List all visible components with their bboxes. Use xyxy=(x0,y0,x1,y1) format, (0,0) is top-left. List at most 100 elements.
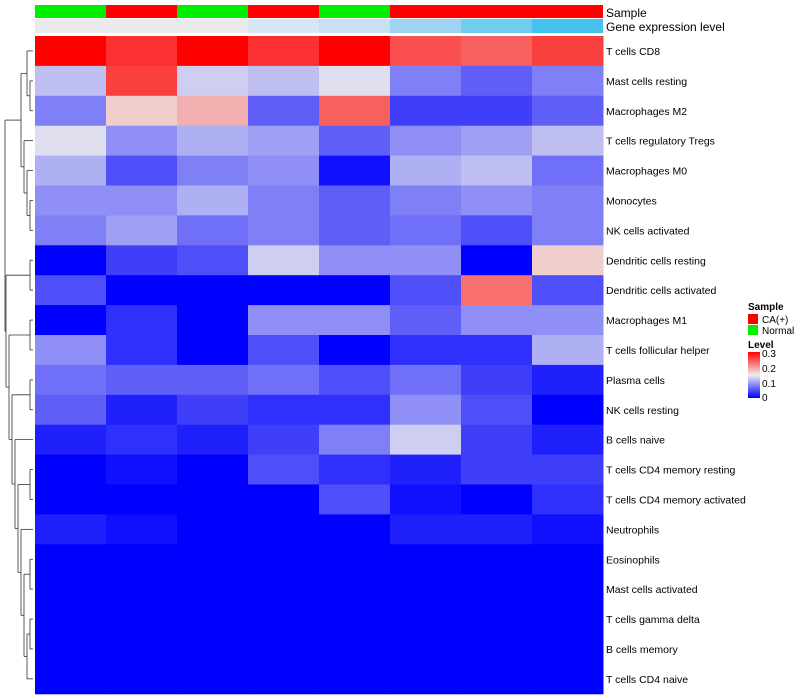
heatmap-cell-r2-c3 xyxy=(248,95,320,127)
heatmap-cell-r7-c5 xyxy=(390,245,462,276)
heatmap-cell-r6-c3 xyxy=(248,215,320,246)
heatmap-cell-r1-c1 xyxy=(106,65,178,97)
heatmap-cell-r19-c4 xyxy=(319,604,391,635)
heatmap-cell-r15-c3 xyxy=(248,484,320,515)
heatmap-cell-r8-c3 xyxy=(248,275,320,306)
heatmap-cell-r10-c0 xyxy=(35,335,107,366)
heatmap-cell-r2-c0 xyxy=(35,95,107,127)
heatmap-cell-r14-c5 xyxy=(390,454,462,485)
heatmap-cell-r14-c1 xyxy=(106,454,178,485)
heatmap-cell-r11-c1 xyxy=(106,364,178,396)
heatmap-cell-r17-c1 xyxy=(106,544,178,575)
heatmap-cell-r18-c1 xyxy=(106,574,178,605)
heatmap-cell-r9-c3 xyxy=(248,305,320,336)
legend-tick-1: 0.2 xyxy=(762,364,776,375)
heatmap-cell-r13-c3 xyxy=(248,424,320,456)
sample-anno-cell-7 xyxy=(532,5,603,18)
row-label-14: T cells CD4 memory resting xyxy=(606,465,735,477)
heatmap-cell-r8-c5 xyxy=(390,275,462,306)
heatmap-cell-r3-c1 xyxy=(106,125,178,157)
heatmap-cell-r4-c0 xyxy=(35,155,107,186)
heatmap-cell-r11-c5 xyxy=(390,364,462,396)
heatmap-cell-r9-c0 xyxy=(35,305,107,336)
heatmap-cell-r6-c0 xyxy=(35,215,107,246)
heatmap-cell-r9-c7 xyxy=(532,305,604,336)
heatmap-cell-r10-c6 xyxy=(461,335,533,366)
heatmap-cell-r18-c4 xyxy=(319,574,391,605)
heatmap-cell-r5-c5 xyxy=(390,185,462,216)
expr-anno-cell-3 xyxy=(248,19,319,33)
heatmap-cell-r6-c5 xyxy=(390,215,462,246)
heatmap-cell-r5-c6 xyxy=(461,185,533,216)
heatmap-cell-r6-c7 xyxy=(532,215,604,246)
sample-anno-cell-3 xyxy=(248,5,319,18)
heatmap-cell-r17-c0 xyxy=(35,544,107,575)
heatmap-cell-r18-c5 xyxy=(390,574,462,605)
heatmap-cell-r0-c2 xyxy=(177,36,249,67)
heatmap-cell-r5-c7 xyxy=(532,185,604,216)
heatmap-cell-r18-c7 xyxy=(532,574,604,605)
heatmap-cell-r21-c6 xyxy=(461,663,533,695)
heatmap-cell-r8-c1 xyxy=(106,275,178,306)
heatmap-cell-r7-c4 xyxy=(319,245,391,276)
heatmap-cell-r8-c4 xyxy=(319,275,391,306)
heatmap-cell-r16-c1 xyxy=(106,514,178,545)
heatmap-cell-r3-c5 xyxy=(390,125,462,157)
sample-annotation-label: Sample xyxy=(606,6,647,20)
heatmap-cell-r0-c7 xyxy=(532,36,604,67)
expr-anno-cell-1 xyxy=(106,19,177,33)
heatmap-cell-r20-c4 xyxy=(319,634,391,665)
heatmap-cell-r9-c1 xyxy=(106,305,178,336)
heatmap-cell-r15-c2 xyxy=(177,484,249,515)
heatmap-cell-r7-c1 xyxy=(106,245,178,276)
heatmap-cell-r21-c0 xyxy=(35,663,107,695)
expr-anno-cell-7 xyxy=(532,19,603,33)
row-label-7: Dendritic cells resting xyxy=(606,255,706,267)
heatmap-cell-r12-c1 xyxy=(106,394,178,426)
row-label-9: Macrophages M1 xyxy=(606,315,687,327)
heatmap-cell-r7-c0 xyxy=(35,245,107,276)
heatmap-cell-r18-c2 xyxy=(177,574,249,605)
heatmap-cell-r4-c6 xyxy=(461,155,533,186)
heatmap-cell-r13-c1 xyxy=(106,424,178,456)
heatmap-cell-r18-c3 xyxy=(248,574,320,605)
sample-anno-cell-5 xyxy=(390,5,461,18)
heatmap-cell-r7-c7 xyxy=(532,245,604,276)
heatmap-cell-r19-c2 xyxy=(177,604,249,635)
heatmap-cell-r5-c2 xyxy=(177,185,249,216)
heatmap-cell-r10-c1 xyxy=(106,335,178,366)
heatmap-cell-r10-c7 xyxy=(532,335,604,366)
heatmap-cell-r5-c3 xyxy=(248,185,320,216)
heatmap-cell-r6-c1 xyxy=(106,215,178,246)
heatmap-cell-r12-c4 xyxy=(319,394,391,426)
heatmap-cell-r19-c0 xyxy=(35,604,107,635)
legend-swatch-normal xyxy=(748,325,758,335)
heatmap-cell-r8-c6 xyxy=(461,275,533,306)
heatmap-cell-r8-c7 xyxy=(532,275,604,306)
heatmap-cell-r1-c7 xyxy=(532,65,604,97)
legend-swatch-ca xyxy=(748,314,758,324)
expr-anno-cell-5 xyxy=(390,19,461,33)
heatmap-cell-r14-c0 xyxy=(35,454,107,485)
heatmap-cell-r16-c0 xyxy=(35,514,107,545)
heatmap-cell-r19-c3 xyxy=(248,604,320,635)
heatmap-cell-r3-c2 xyxy=(177,125,249,157)
heatmap-cell-r11-c2 xyxy=(177,364,249,396)
expr-anno-cell-4 xyxy=(319,19,390,33)
heatmap-cell-r11-c3 xyxy=(248,364,320,396)
heatmap-cell-r9-c4 xyxy=(319,305,391,336)
heatmap-cell-r18-c0 xyxy=(35,574,107,605)
legend-sample-title: Sample xyxy=(748,302,784,313)
heatmap-cell-r0-c4 xyxy=(319,36,391,67)
heatmap-cell-r2-c6 xyxy=(461,95,533,127)
heatmap-cell-r21-c7 xyxy=(532,663,604,695)
heatmap-cell-r20-c1 xyxy=(106,634,178,665)
heatmap-cell-r6-c2 xyxy=(177,215,249,246)
heatmap-cell-r4-c4 xyxy=(319,155,391,186)
heatmap-cell-r1-c0 xyxy=(35,65,107,97)
legend-tick-0: 0.3 xyxy=(762,349,776,360)
heatmap-cell-r12-c3 xyxy=(248,394,320,426)
heatmap-cell-r12-c2 xyxy=(177,394,249,426)
heatmap-cell-r14-c6 xyxy=(461,454,533,485)
heatmap-cell-r14-c7 xyxy=(532,454,604,485)
